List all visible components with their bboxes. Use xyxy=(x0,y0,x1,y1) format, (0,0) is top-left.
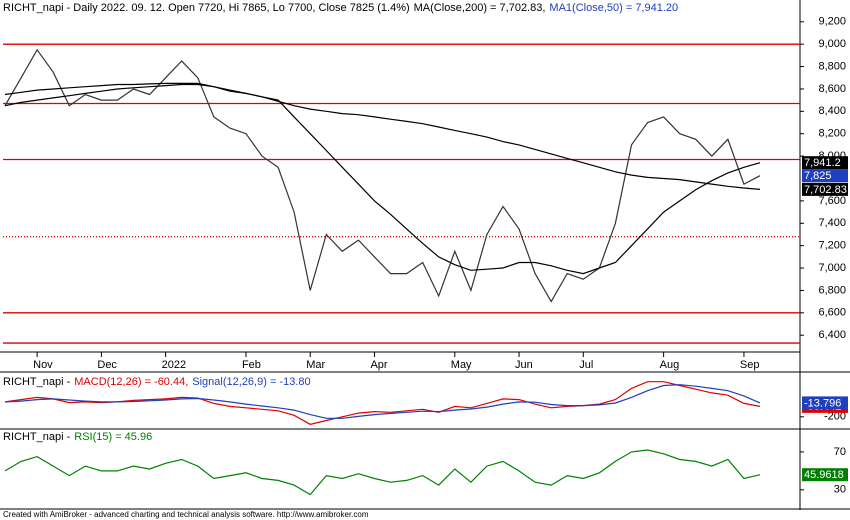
legend-entry: Signal(12,26,9) = -13.80 xyxy=(192,376,310,388)
y-tick-label: -200 xyxy=(824,411,846,423)
title: RICHT_napi - Daily 2022. 09. 12. Open 77… xyxy=(3,2,410,14)
value-badge xyxy=(802,468,848,482)
value-badge xyxy=(802,396,848,410)
legend-entry: MACD(12,26) = -60.44, xyxy=(74,376,188,388)
y-tick-label: 8,600 xyxy=(818,83,846,95)
legend-entry: RSI(15) = 45.96 xyxy=(74,431,152,443)
y-tick-label: 7,000 xyxy=(818,262,846,274)
x-tick-label: Dec xyxy=(97,359,117,371)
value-badge xyxy=(802,182,848,196)
x-tick-label: Apr xyxy=(370,359,387,371)
y-tick-label: 8,800 xyxy=(818,60,846,72)
value-badge-label: 7,702.83 xyxy=(804,184,847,196)
value-badge-label: 7,825 xyxy=(804,170,832,182)
x-tick-label: Aug xyxy=(660,359,680,371)
x-tick-label: Mar xyxy=(306,359,325,371)
y-tick-label: 8,200 xyxy=(818,128,846,140)
x-tick-label: Sep xyxy=(740,359,760,371)
series-line xyxy=(4,83,761,190)
y-tick-label: 7,600 xyxy=(818,195,846,207)
value-badge xyxy=(802,156,848,170)
panel-title: RICHT_napi - RSI(15) = 45.96 xyxy=(3,431,152,443)
panel-title: RICHT_napi - Daily 2022. 09. 12. Open 77… xyxy=(3,2,678,14)
y-tick-label: 70 xyxy=(834,446,846,458)
y-tick-label: 7,400 xyxy=(818,217,846,229)
x-tick-label: May xyxy=(451,359,472,371)
y-tick-label: 7,200 xyxy=(818,240,846,252)
series-line xyxy=(4,381,761,425)
series-line xyxy=(4,82,761,275)
series-line xyxy=(4,48,761,303)
y-tick-label: 9,000 xyxy=(818,38,846,50)
y-tick-label: 6,800 xyxy=(818,284,846,296)
value-badge-label: 45.9618 xyxy=(804,469,844,481)
value-badge-label: 7,941.2 xyxy=(804,157,841,169)
value-badge-label: -13.796 xyxy=(804,397,841,409)
footer: Created with AmiBroker - advanced charti… xyxy=(3,510,369,519)
y-tick-label: 6,400 xyxy=(818,329,846,341)
y-tick-label: 8,400 xyxy=(818,105,846,117)
y-tick-label: 30 xyxy=(834,484,846,496)
x-tick-label: 2022 xyxy=(162,359,186,371)
y-tick-label: 6,600 xyxy=(818,307,846,319)
x-tick-label: Feb xyxy=(242,359,261,371)
x-tick-label: Jul xyxy=(579,359,593,371)
x-tick-label: Nov xyxy=(33,359,53,371)
y-tick-label: 9,200 xyxy=(818,16,846,28)
series-line xyxy=(4,384,761,419)
title: RICHT_napi - xyxy=(3,376,71,388)
x-tick-label: Jun xyxy=(515,359,533,371)
series-line xyxy=(4,449,761,496)
legend-entry: MA(Close,200) = 7,702.83, xyxy=(414,2,546,14)
legend-entry: MA1(Close,50) = 7,941.20 xyxy=(549,2,678,14)
panel-title: RICHT_napi - MACD(12,26) = -60.44, Signal(… xyxy=(3,376,311,388)
value-badge xyxy=(802,169,848,183)
title: RICHT_napi - xyxy=(3,431,71,443)
